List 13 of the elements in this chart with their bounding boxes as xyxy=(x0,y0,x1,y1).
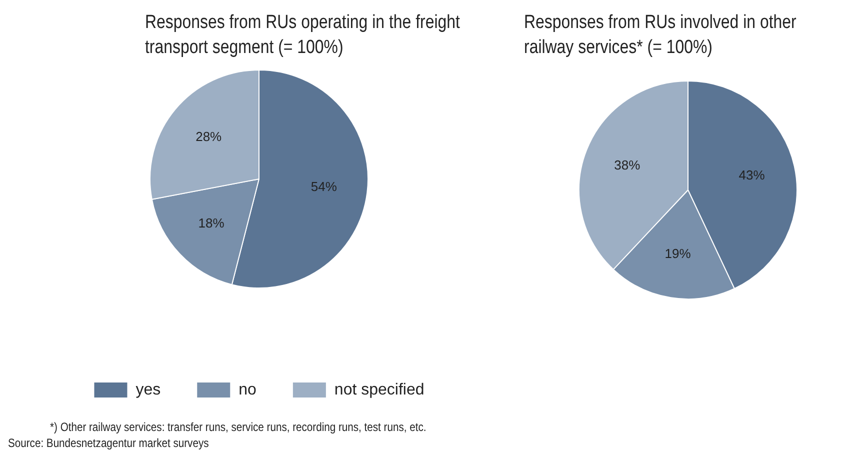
data-label: 18% xyxy=(198,215,225,230)
source-note: Source: Bundesnetzagentur market surveys xyxy=(8,436,209,450)
chart-title: Responses from RUs operating in the freight transport segment (= 100%) xyxy=(145,11,461,60)
legend-label: yes xyxy=(136,381,161,398)
legend-label: not specified xyxy=(334,381,424,398)
data-label: 19% xyxy=(664,246,692,262)
legend-label: no xyxy=(238,381,257,398)
chart-title: Responses from RUs involved in other railway services* (= 100%) xyxy=(524,11,798,60)
data-label: 28% xyxy=(196,128,222,144)
text: *) Other railway services: transfer runs, service runs, recording runs, test runs, etc. xyxy=(50,420,426,434)
data-label: 54% xyxy=(310,178,338,194)
data-label: 43% xyxy=(738,167,766,182)
data-label: 38% xyxy=(614,158,641,173)
